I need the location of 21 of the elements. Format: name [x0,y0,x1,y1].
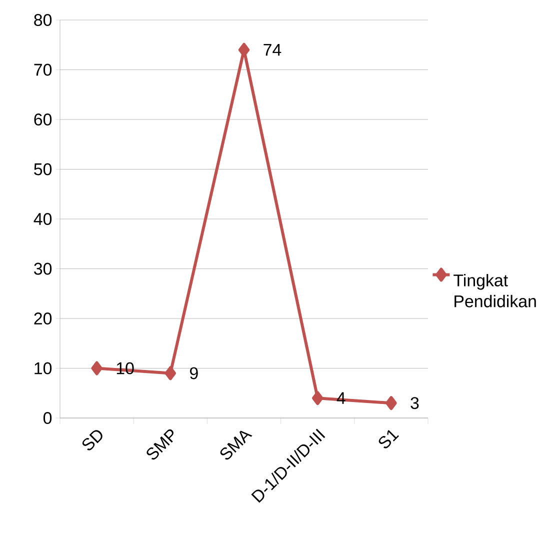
y-tick-label: 80 [34,14,52,26]
data-label: 10 [116,362,134,374]
data-label: 74 [264,44,282,56]
point [164,366,176,380]
legend-label: Tingkat Pendidikan [454,274,536,308]
y-tick-label: 40 [34,213,52,226]
y-tick-label: 60 [34,114,52,126]
point [312,391,324,406]
x-tick-label: SD [82,430,102,450]
y-tick-label: 30 [34,262,52,275]
data-label: 4 [336,392,346,404]
y-tick-label: 0 [43,412,52,424]
y-tick-label: 50 [34,163,52,176]
point [91,361,102,376]
point [386,396,397,410]
data-label: 9 [190,367,198,380]
y-tick-label: 20 [34,312,52,325]
x-tick-label: S1 [378,430,399,448]
y-tick-label: 10 [34,362,52,374]
data-label: 3 [410,397,419,410]
y-tick-label: 70 [34,64,52,76]
